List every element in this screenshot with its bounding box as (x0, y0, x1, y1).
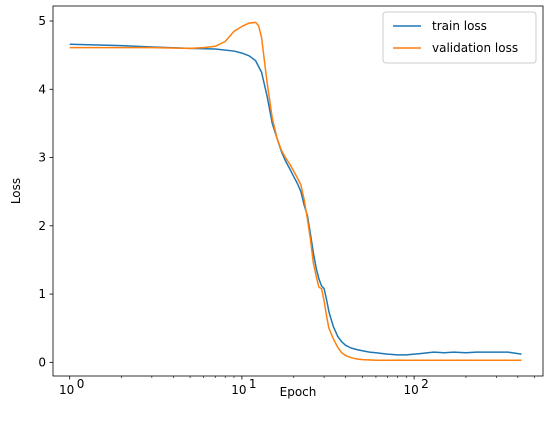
x-tick-label-exponent: 0 (77, 377, 85, 391)
y-tick-label: 0 (38, 355, 46, 369)
y-tick-label: 5 (38, 14, 46, 28)
series-line-0 (69, 43, 522, 356)
y-axis-label: Loss (9, 178, 23, 204)
legend-label-train-loss: train loss (432, 19, 487, 33)
x-tick-label: 10 (59, 383, 74, 397)
x-axis-label: Epoch (280, 385, 317, 399)
y-tick-label: 2 (38, 219, 46, 233)
x-tick-label: 10 (231, 383, 246, 397)
x-tick-label-exponent: 1 (249, 377, 257, 391)
legend-label-validation-loss: validation loss (432, 41, 518, 55)
x-tick-label: 10 (404, 383, 419, 397)
legend-box (382, 11, 537, 64)
y-tick-label: 1 (38, 287, 46, 301)
y-tick-label: 3 (38, 151, 46, 165)
y-tick-label: 4 (38, 82, 46, 96)
legend: train loss validation loss (382, 11, 537, 64)
series-layer (69, 21, 522, 362)
x-tick-label-exponent: 2 (421, 377, 429, 391)
series-line-1 (69, 21, 522, 362)
plot-frame (52, 5, 544, 377)
